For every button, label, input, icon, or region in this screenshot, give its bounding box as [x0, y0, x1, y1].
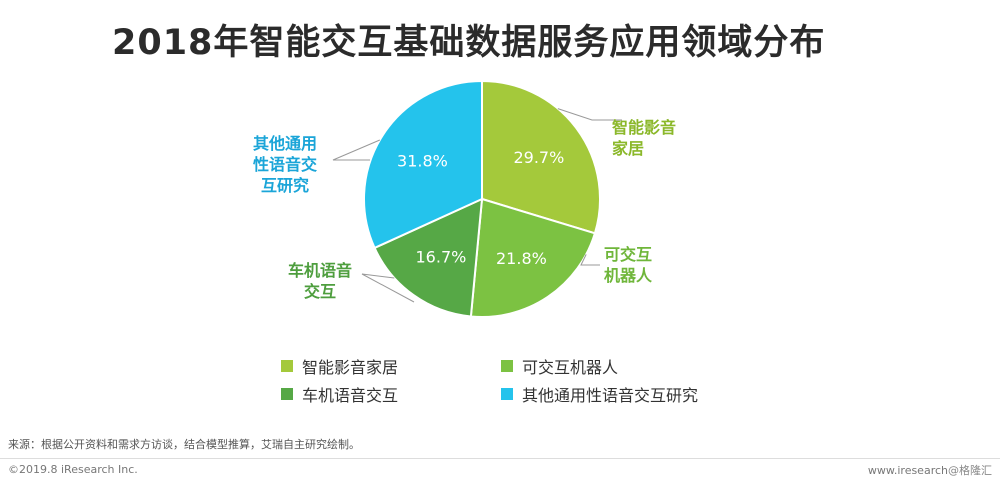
footer-site: www.iresearch@格隆汇 [868, 462, 992, 478]
legend-label: 车机语音交互 [302, 386, 399, 405]
footer-divider [0, 458, 1000, 459]
pie-slice [363, 79, 483, 250]
legend-swatch [501, 388, 513, 400]
source-note: 来源：根据公开资料和需求方访谈，结合模型推算，艾瑞自主研究绘制。 [8, 438, 360, 451]
legend-label: 可交互机器人 [522, 358, 619, 377]
pie-slice [469, 197, 597, 318]
slice-callout-label: 车机语音交互 [288, 261, 352, 301]
legend-item-car-voice: 车机语音交互 [281, 382, 398, 406]
pie-slice [481, 79, 601, 235]
legend-swatch [281, 360, 293, 372]
copyright-text: ©2019.8 iResearch Inc. [8, 463, 138, 476]
callout-leader-line [361, 273, 415, 303]
legend-label: 智能影音家居 [302, 358, 399, 377]
slice-callout-label: 其他通用性语音交互研究 [253, 134, 317, 195]
slice-callout-label: 智能影音家居 [612, 118, 676, 158]
callout-leader-line [557, 108, 622, 121]
pie-chart: 29.7% 智能影音家居 21.8% 可交互机器人 16.7% 车机语音交互 31.8% 其他… [253, 79, 676, 318]
watermark-text: @格隆汇 [948, 464, 992, 477]
legend-swatch [281, 388, 293, 400]
slice-percent-label: 29.7% [513, 148, 564, 167]
callout-leader-line [332, 139, 381, 161]
pie-slice [373, 197, 484, 318]
legend-item-other-voice: 其他通用性语音交互研究 [501, 382, 698, 406]
slice-percent-label: 21.8% [496, 249, 547, 268]
legend-swatch [501, 360, 513, 372]
callout-leader-line [580, 254, 600, 266]
chart-title: 2018年智能交互基础数据服务应用领域分布 [112, 23, 826, 63]
slice-percent-label: 16.7% [416, 248, 467, 267]
legend-item-smart-av-home: 智能影音家居 [281, 354, 398, 378]
legend-label: 其他通用性语音交互研究 [522, 386, 699, 405]
slice-callout-label: 可交互机器人 [604, 245, 653, 285]
legend-item-interactive-robot: 可交互机器人 [501, 354, 618, 378]
site-url: www.iresearch [867, 464, 948, 477]
slice-percent-label: 31.8% [397, 152, 448, 171]
